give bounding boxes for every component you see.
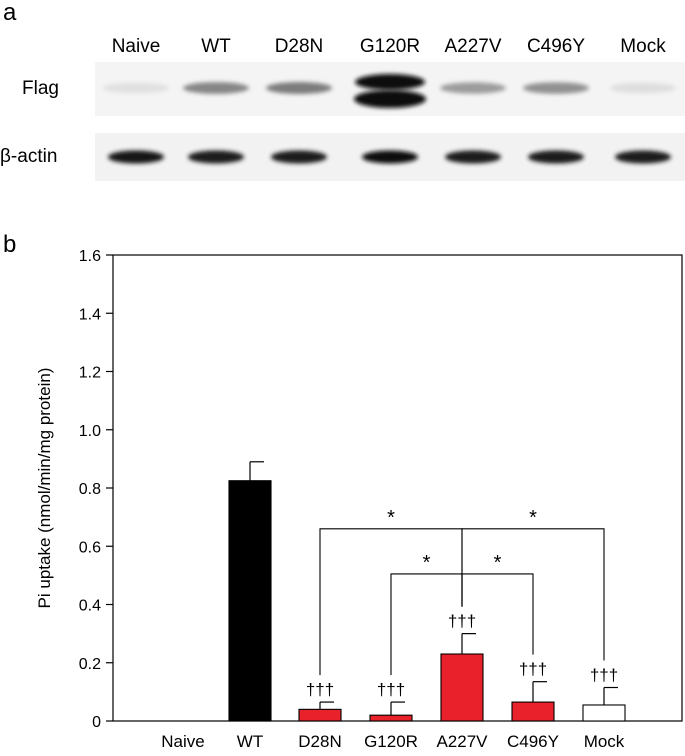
flag-band-c496y bbox=[523, 82, 589, 94]
actin-band-a227v bbox=[445, 150, 501, 164]
error-bar-c496y bbox=[532, 681, 547, 703]
actin-band-d28n bbox=[271, 150, 327, 164]
bar-mock bbox=[582, 704, 626, 722]
bracket-a227v-c496y: * bbox=[461, 552, 534, 655]
bracket-a227v-mock: * bbox=[461, 507, 605, 661]
significance-mark-mock: ††† bbox=[590, 666, 618, 685]
bracket-star: * bbox=[423, 552, 431, 574]
bar-a227v bbox=[440, 653, 484, 722]
flag-band-mock bbox=[610, 82, 676, 94]
significance-mark-a227v: ††† bbox=[448, 612, 476, 631]
error-bar-a227v bbox=[461, 633, 476, 655]
error-bar-d28n bbox=[319, 701, 334, 710]
comparison-brackets: * * * * bbox=[319, 507, 605, 676]
plot-frame bbox=[112, 254, 683, 722]
lane-label-a227v: A227V bbox=[444, 36, 501, 57]
error-bar-wt bbox=[249, 461, 264, 481]
bars: ††† ††† ††† ††† ††† bbox=[228, 461, 626, 722]
y-tick-label: 0.6 bbox=[79, 539, 101, 556]
flag-band-d28n bbox=[266, 82, 332, 94]
y-axis-label: Pi uptake (nmol/min/mg protein) bbox=[35, 368, 54, 609]
panel-b-label: b bbox=[3, 231, 16, 258]
y-tick-label: 1.4 bbox=[79, 306, 101, 323]
significance-mark-c496y: ††† bbox=[519, 660, 547, 679]
lane-label-c496y: C496Y bbox=[527, 36, 585, 57]
lane-label-g120r: G120R bbox=[360, 36, 420, 57]
actin-band-naive bbox=[108, 150, 164, 164]
bar-g120r bbox=[369, 714, 413, 722]
error-bar-mock bbox=[603, 686, 618, 705]
lane-labels: Naive WT D28N G120R A227V C496Y Mock bbox=[112, 36, 666, 57]
y-axis-ticks: 0 0.2 0.4 0.6 0.8 1.0 1.2 1.4 1.6 bbox=[79, 248, 113, 731]
lane-label-naive: Naive bbox=[112, 36, 161, 57]
significance-mark-d28n: ††† bbox=[306, 680, 334, 699]
x-tick-label-naive: Naive bbox=[161, 732, 204, 751]
lane-label-d28n: D28N bbox=[275, 36, 324, 57]
x-axis-labels: Naive WT D28N G120R A227V C496Y Mock bbox=[161, 732, 625, 751]
flag-band-a227v bbox=[440, 82, 506, 94]
y-tick-label: 0 bbox=[92, 714, 101, 731]
y-tick-label: 1.2 bbox=[79, 365, 101, 382]
panel-a-label: a bbox=[3, 0, 17, 26]
x-tick-label-mock: Mock bbox=[584, 732, 625, 751]
blot-bands bbox=[103, 74, 676, 164]
error-bar-g120r bbox=[390, 701, 405, 716]
y-tick-label: 0.8 bbox=[79, 481, 101, 498]
bracket-star: * bbox=[387, 507, 395, 529]
y-tick-label: 1.6 bbox=[79, 248, 101, 265]
x-tick-label-g120r: G120R bbox=[364, 732, 418, 751]
y-tick-label: 0.2 bbox=[79, 656, 101, 673]
lane-label-wt: WT bbox=[201, 36, 231, 57]
actin-band-c496y bbox=[528, 150, 584, 164]
row-label-flag: Flag bbox=[22, 78, 59, 99]
lane-label-mock: Mock bbox=[620, 36, 666, 57]
significance-mark-g120r: ††† bbox=[377, 680, 405, 699]
flag-band-wt bbox=[183, 82, 249, 94]
actin-band-mock bbox=[615, 150, 671, 164]
actin-band-g120r bbox=[362, 150, 418, 164]
bracket-star: * bbox=[494, 552, 502, 574]
bar-wt bbox=[228, 480, 272, 722]
x-tick-label-a227v: A227V bbox=[436, 732, 488, 751]
x-tick-label-wt: WT bbox=[237, 732, 263, 751]
y-tick-label: 0.4 bbox=[79, 598, 101, 615]
x-tick-label-c496y: C496Y bbox=[507, 732, 559, 751]
row-label-beta-actin: β-actin bbox=[0, 146, 57, 167]
x-tick-label-d28n: D28N bbox=[298, 732, 341, 751]
actin-band-wt bbox=[188, 150, 244, 164]
bar-d28n bbox=[298, 708, 342, 722]
bracket-star: * bbox=[529, 507, 537, 529]
flag-band-naive bbox=[103, 82, 169, 94]
bar-c496y bbox=[511, 701, 555, 722]
flag-band-g120r bbox=[354, 74, 426, 108]
y-tick-label: 1.0 bbox=[79, 423, 101, 440]
